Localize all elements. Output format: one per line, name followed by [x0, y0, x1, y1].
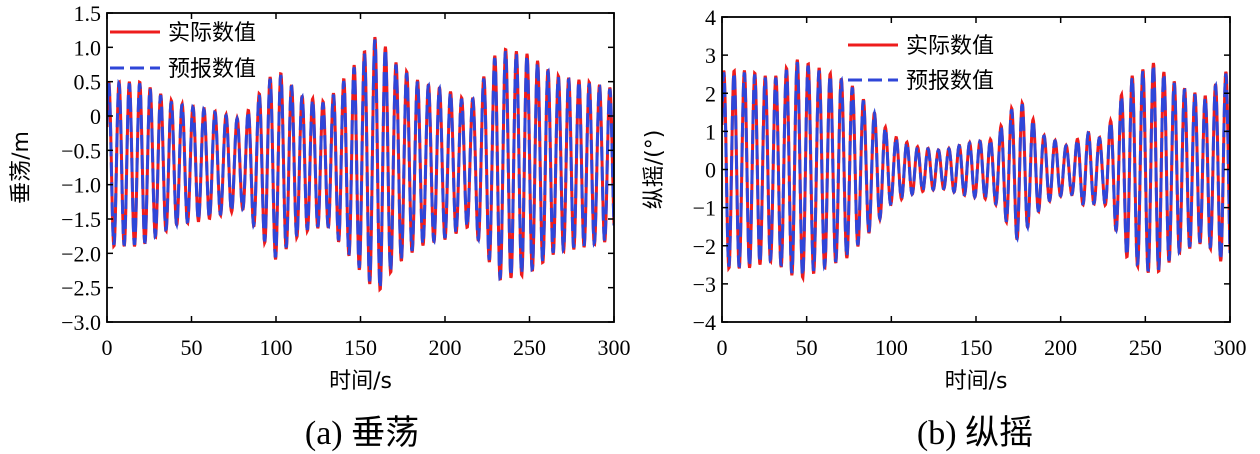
y-tick-label: 1.0: [74, 35, 102, 60]
y-tick-label: 0: [705, 158, 716, 183]
legend-label-actual: 实际数值: [168, 21, 256, 46]
x-tick-label: 100: [260, 335, 293, 360]
y-tick-label: −0.5: [61, 138, 101, 163]
chart-panel-a: 0 50 100 150 200 250 300 −3.0 −2.5 −2.0 −1.5 −1.0 −0…: [9, 1, 631, 452]
series-group: [722, 59, 1230, 284]
y-tick-label: −1.0: [61, 173, 101, 198]
x-tick-label: 0: [102, 335, 113, 360]
series-group: [107, 36, 614, 293]
y-tick-label: 0: [90, 104, 101, 129]
y-tick-label: −4: [693, 310, 716, 335]
x-tick-label: 50: [181, 335, 203, 360]
x-tick-label: 200: [429, 335, 462, 360]
y-tick-label: 0.5: [74, 70, 102, 95]
y-axis-label: 纵摇/(°): [642, 130, 667, 210]
y-tick-label: −1: [693, 196, 716, 221]
series-line-forecast: [107, 39, 614, 288]
y-tick-label: −3: [693, 272, 716, 297]
chart-panel-b: 0 50 100 150 200 250 300 −4 −3 −2 −1 0 1 2 3 4 时间/s 纵摇/(°…: [642, 5, 1247, 452]
x-tick-label: 150: [960, 335, 993, 360]
y-tick-label: −2.5: [61, 276, 101, 301]
x-axis-label: 时间/s: [329, 369, 392, 394]
y-tick-label: 2: [705, 81, 716, 106]
y-tick-label: −3.0: [61, 310, 101, 335]
x-tick-label: 0: [717, 335, 728, 360]
x-tick-label: 250: [1129, 335, 1162, 360]
x-tick-label: 50: [796, 335, 818, 360]
legend-label-forecast: 预报数值: [906, 69, 994, 94]
y-axis-label: 垂荡/m: [9, 131, 34, 204]
panel-caption: (b) 纵摇: [917, 414, 1033, 452]
y-tick-label: 1: [705, 119, 716, 144]
x-tick-label: 300: [1214, 335, 1247, 360]
x-tick-label: 300: [598, 335, 631, 360]
y-tick-label: −2: [693, 234, 716, 259]
x-axis-label: 时间/s: [945, 369, 1008, 394]
x-tick-label: 200: [1044, 335, 1077, 360]
legend-label-actual: 实际数值: [906, 34, 994, 59]
series-line-forecast: [722, 61, 1230, 279]
x-tick-label: 150: [344, 335, 377, 360]
y-tick-label: 3: [705, 43, 716, 68]
legend-label-forecast: 预报数值: [168, 57, 256, 82]
x-tick-label: 250: [513, 335, 546, 360]
y-tick-label: 1.5: [74, 1, 102, 26]
y-tick-label: −1.5: [61, 207, 101, 232]
x-tick-label: 100: [875, 335, 908, 360]
y-tick-label: 4: [705, 5, 716, 30]
panel-caption: (a) 垂荡: [305, 415, 419, 452]
y-tick-label: −2.0: [61, 241, 101, 266]
